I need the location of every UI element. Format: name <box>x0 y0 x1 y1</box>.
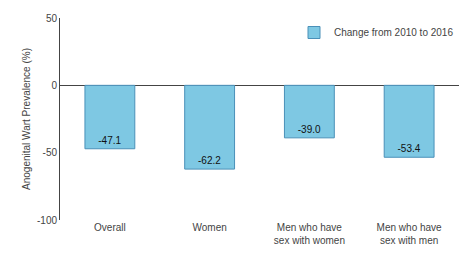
svg-text:Women: Women <box>192 222 226 233</box>
svg-text:Overall: Overall <box>94 222 126 233</box>
svg-text:0: 0 <box>51 80 57 91</box>
svg-text:50: 50 <box>46 13 58 24</box>
svg-text:-50: -50 <box>43 147 58 158</box>
svg-text:-39.0: -39.0 <box>298 124 321 135</box>
svg-text:Anogenital Wart Prevalence (%): Anogenital Wart Prevalence (%) <box>21 48 32 190</box>
svg-text:Change from 2010 to 2016: Change from 2010 to 2016 <box>334 27 453 38</box>
svg-text:Men who havesex with women: Men who havesex with women <box>274 222 345 246</box>
svg-text:-47.1: -47.1 <box>98 135 121 146</box>
svg-text:-62.2: -62.2 <box>198 155 221 166</box>
svg-text:-100: -100 <box>37 215 57 226</box>
svg-text:-53.4: -53.4 <box>398 143 421 154</box>
svg-text:Men who havesex with men: Men who havesex with men <box>377 222 442 246</box>
